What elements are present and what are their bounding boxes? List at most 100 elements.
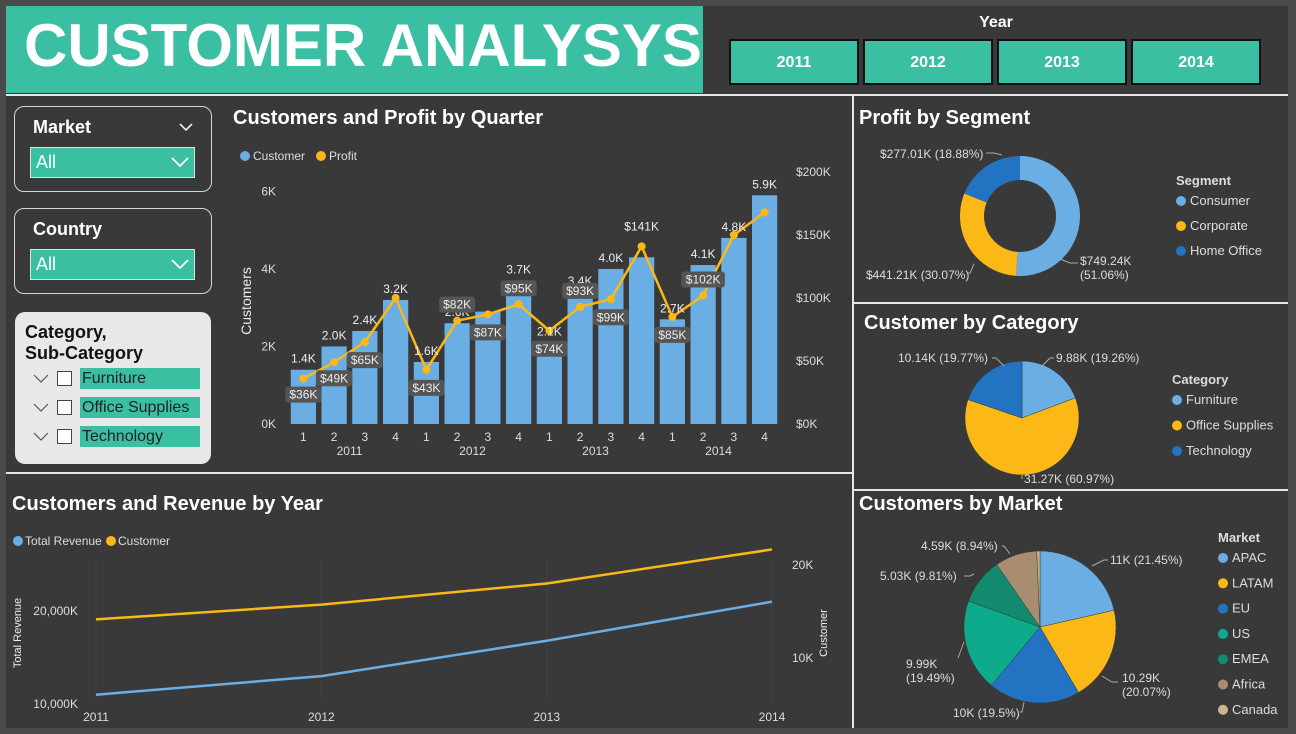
leader-line (1002, 545, 1011, 555)
x-tick-label: 2014 (759, 710, 786, 721)
profit-line (302, 211, 766, 380)
legend-marker (1218, 654, 1228, 665)
legend-label: Consumer (1190, 193, 1251, 208)
pie-slice (963, 600, 1041, 686)
profit-label-box (408, 379, 445, 396)
segment-chart-title: Profit by Segment (859, 107, 1031, 129)
x-tick-label: 2012 (308, 710, 335, 721)
checkbox[interactable] (57, 371, 72, 386)
country-dropdown[interactable]: All (30, 249, 195, 280)
profit-label-box (562, 282, 599, 299)
profit-point (330, 358, 339, 367)
category-item-office-supplies[interactable]: Office Supplies (31, 397, 201, 418)
y2-tick-label: 10K (792, 651, 813, 665)
chevron-down-icon[interactable] (31, 426, 51, 447)
country-slicer[interactable]: Country All (14, 208, 212, 294)
divider (852, 94, 854, 728)
chevron-down-icon[interactable] (31, 397, 51, 418)
profit-point (391, 294, 400, 302)
country-dropdown-value: All (36, 254, 57, 274)
legend-label: Africa (1232, 677, 1266, 692)
legend-marker-customer (240, 151, 250, 161)
y2-axis-title: Profit (839, 275, 840, 308)
y-axis-title: Customers (238, 267, 254, 335)
pie-slice (991, 626, 1079, 704)
pie-data-label: $441.21K (30.07%) (866, 268, 969, 282)
checkbox[interactable] (57, 429, 72, 444)
y2-axis-title: Customer (818, 609, 830, 657)
pie-data-label: 4.59K (8.94%) (921, 539, 998, 553)
x-tick-label: 1 (300, 430, 307, 444)
chevron-down-icon[interactable] (179, 122, 193, 132)
year-button-2011[interactable]: 2011 (729, 39, 859, 85)
pie-data-label: 31.27K (60.97%) (1024, 472, 1114, 486)
leader-line (957, 641, 965, 659)
profit-label-box (500, 280, 537, 297)
x-group-label: 2011 (337, 444, 363, 458)
year-chart-title: Customers and Revenue by Year (12, 493, 323, 515)
pie-data-label: 9.88K (19.26%) (1056, 351, 1139, 365)
profit-data-label: $74K (535, 342, 563, 356)
market-slicer[interactable]: Market All (14, 106, 212, 192)
category-item-furniture[interactable]: Furniture (31, 368, 201, 389)
customers-profit-quarter-chart: Customer Profit Customers Profit 0K 2K 4K 6K $0K… (238, 149, 840, 458)
customer-bar (752, 195, 778, 424)
pie-data-label: 5.03K (9.81%) (880, 569, 957, 583)
legend-label: EU (1232, 601, 1250, 616)
customer-data-label: 1.6K (414, 344, 439, 358)
chevron-down-icon[interactable] (31, 368, 51, 389)
x-tick-label: 1 (669, 430, 676, 444)
customer-data-label: 3.2K (383, 282, 408, 296)
profit-data-label: $87K (474, 325, 502, 339)
profit-data-label: $85K (658, 328, 686, 342)
profit-data-label: $43K (412, 381, 440, 395)
profit-point (514, 300, 523, 309)
market-slicer-title: Market (33, 117, 92, 137)
leader-line (986, 152, 1003, 156)
x-group-label: 2014 (705, 444, 732, 458)
category-item-technology[interactable]: Technology (31, 426, 201, 447)
leader-line (1041, 357, 1054, 367)
customer-data-label: 5.9K (752, 177, 777, 191)
legend-label: LATAM (1232, 575, 1273, 590)
pie-data-label: 11K (21.45%) (1110, 553, 1183, 567)
profit-data-label: $49K (320, 371, 348, 385)
legend-marker-profit (316, 151, 326, 161)
x-group-label: 2013 (582, 444, 609, 458)
legend-label: US (1232, 626, 1250, 641)
category-slicer[interactable]: Category, Sub-Category Furniture Office … (15, 312, 211, 464)
legend-label: Profit (329, 149, 358, 163)
year-button-2013[interactable]: 2013 (997, 39, 1127, 85)
pie-data-label: 10K (19.5%) (953, 706, 1020, 720)
leader-line (1020, 701, 1025, 713)
customer-data-label: 4.1K (691, 247, 716, 261)
divider (6, 472, 852, 474)
legend-marker (1172, 420, 1182, 431)
profit-label-box (285, 386, 322, 403)
market-chart-title: Customers by Market (859, 493, 1063, 515)
x-tick-label: 2011 (83, 710, 109, 721)
profit-point (422, 365, 431, 374)
category-slicer-subtitle: Sub-Category (25, 343, 144, 363)
pie-data-label: (19.49%) (906, 671, 955, 685)
year-button-2014[interactable]: 2014 (1131, 39, 1261, 85)
revenue-line (95, 600, 773, 696)
legend-label: APAC (1232, 550, 1266, 565)
pie-slice (1039, 550, 1115, 628)
y-tick-label: 6K (261, 184, 276, 198)
legend-label: Home Office (1190, 243, 1262, 258)
x-group-label: 2012 (459, 444, 486, 458)
y-tick-label: 10,000K (33, 697, 78, 711)
pie-slice (1016, 156, 1080, 276)
profit-point (606, 295, 615, 304)
customer-data-label: 4.0K (599, 251, 624, 265)
y2-tick-label: $150K (796, 228, 831, 242)
profit-point (699, 291, 708, 300)
chevron-down-icon (171, 259, 189, 270)
customer-bar (721, 237, 747, 424)
checkbox[interactable] (57, 400, 72, 415)
customer-data-label: 2.7K (660, 301, 685, 315)
year-button-2012[interactable]: 2012 (863, 39, 993, 85)
market-dropdown[interactable]: All (30, 147, 195, 178)
legend-marker (1172, 395, 1182, 405)
